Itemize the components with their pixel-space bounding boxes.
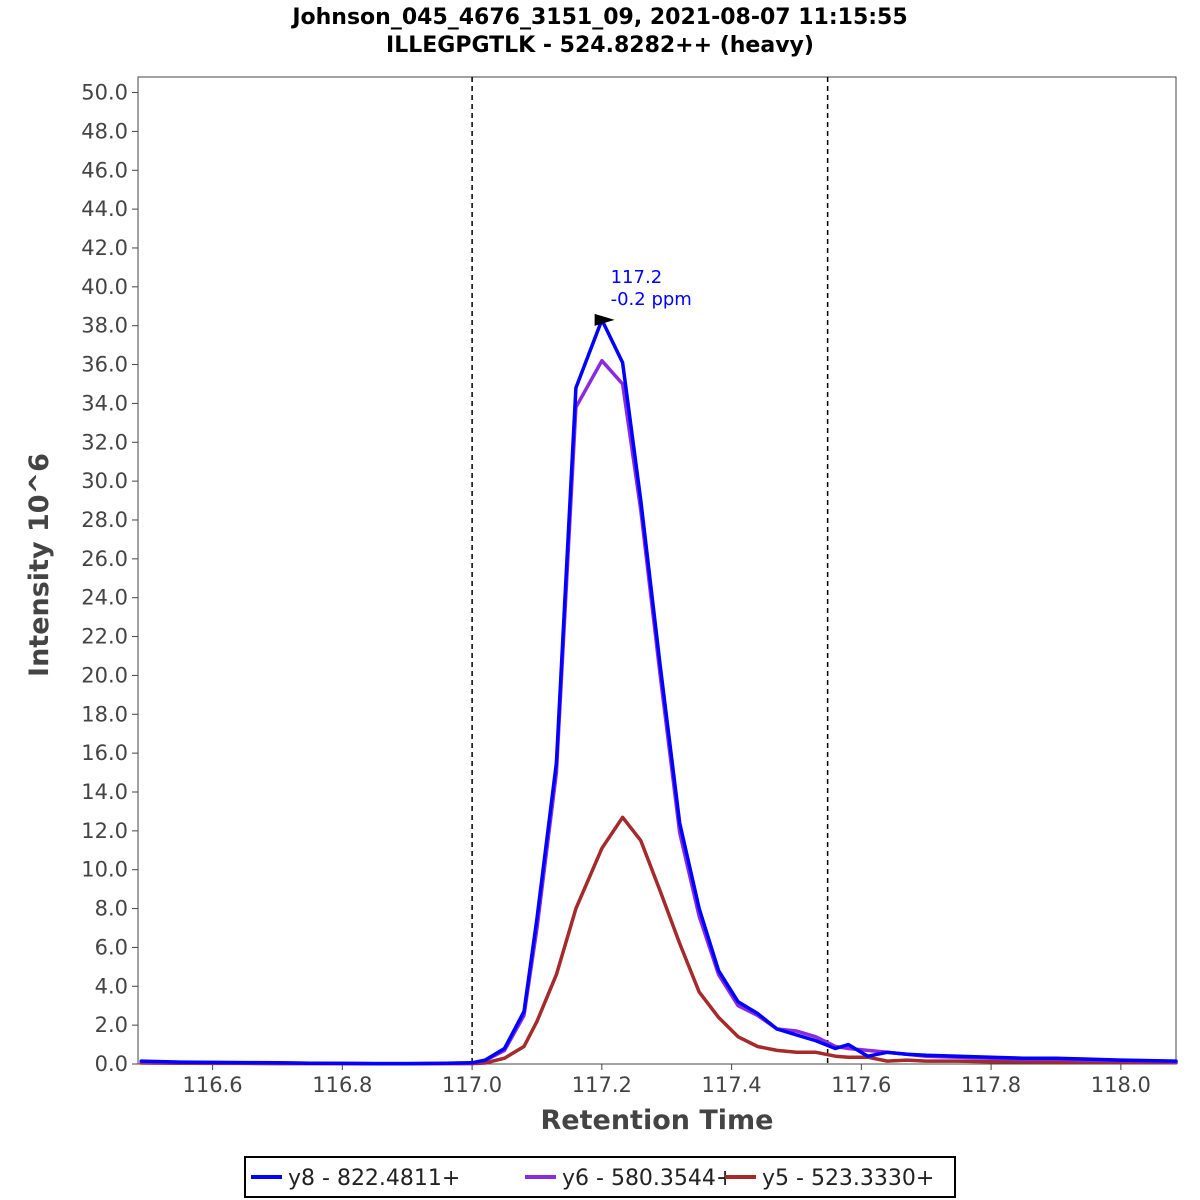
y-tick-label: 2.0 — [95, 1013, 128, 1037]
x-tick-label: 117.6 — [831, 1073, 891, 1097]
peak-annotation: 117.2-0.2 ppm — [594, 267, 692, 326]
y-tick-label: 6.0 — [95, 935, 128, 959]
x-tick-label: 117.4 — [702, 1073, 762, 1097]
y-tick-label: 14.0 — [81, 780, 128, 804]
y-tick-label: 12.0 — [81, 819, 128, 843]
legend-label: y6 - 580.3544+ — [562, 1166, 734, 1191]
y-tick-label: 48.0 — [81, 119, 128, 143]
legend-box — [244, 1156, 956, 1198]
y-axis-label: Intensity 10^6 — [24, 453, 55, 677]
y-tick-label: 38.0 — [81, 314, 128, 338]
peak-annotation-time: 117.2 — [611, 267, 663, 288]
y-tick-label: 36.0 — [81, 353, 128, 377]
integration-boundaries — [471, 77, 829, 1064]
y-tick-label: 32.0 — [81, 430, 128, 454]
legend-label: y5 - 523.3330+ — [762, 1166, 934, 1191]
x-tick-label: 118.0 — [1091, 1073, 1151, 1097]
y-tick-label: 20.0 — [81, 663, 128, 687]
x-tick-label: 117.0 — [442, 1073, 502, 1097]
y-tick-label: 4.0 — [95, 974, 128, 998]
y-tick-label: 16.0 — [81, 741, 128, 765]
x-tick-label: 117.2 — [572, 1073, 632, 1097]
peak-annotation-ppm: -0.2 ppm — [611, 289, 692, 310]
chart-subtitle: ILLEGPGTLK - 524.8282++ (heavy) — [386, 33, 814, 58]
y-tick-label: 28.0 — [81, 508, 128, 532]
y-tick-label: 8.0 — [95, 897, 128, 921]
x-axis: 116.6 116.8 117.0 117.2 117.4 117.6 117.8 118.0 — [183, 1064, 1151, 1097]
y-tick-label: 22.0 — [81, 625, 128, 649]
x-tick-label: 116.6 — [183, 1073, 243, 1097]
series-lines — [139, 318, 1178, 1066]
y-tick-label: 40.0 — [81, 275, 128, 299]
y-tick-label: 46.0 — [81, 158, 128, 182]
x-tick-label: 117.8 — [961, 1073, 1021, 1097]
y-tick-label: 34.0 — [81, 391, 128, 415]
y-axis: 0.0 2.0 4.0 6.0 8.0 10.0 12.0 14.0 16.0 18.0 20.0 2… — [81, 81, 138, 1076]
y-tick-label: 24.0 — [81, 586, 128, 610]
y-tick-label: 26.0 — [81, 547, 128, 571]
y-tick-label: 30.0 — [81, 469, 128, 493]
y-tick-label: 42.0 — [81, 236, 128, 260]
legend: y8 - 822.4811+ y6 - 580.3544+ y5 - 523.333… — [251, 1166, 934, 1191]
series-line-y8 — [139, 318, 1178, 1066]
plot-area — [137, 76, 1177, 1065]
legend-label: y8 - 822.4811+ — [288, 1166, 460, 1191]
x-tick-label: 116.8 — [312, 1073, 372, 1097]
y-tick-label: 10.0 — [81, 858, 128, 882]
y-tick-label: 18.0 — [81, 702, 128, 726]
x-axis-label: Retention Time — [541, 1105, 774, 1136]
y-tick-label: 44.0 — [81, 197, 128, 221]
y-tick-label: 50.0 — [81, 81, 128, 105]
peak-arrow-icon — [594, 313, 615, 326]
y-tick-label: 0.0 — [95, 1052, 128, 1076]
chart-title: Johnson_045_4676_3151_09, 2021-08-07 11:… — [290, 5, 907, 30]
